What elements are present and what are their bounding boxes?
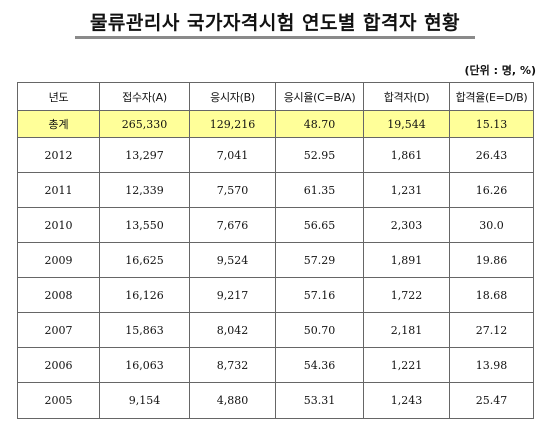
cell-examinees: 8,042	[189, 312, 276, 348]
table-row: 2007 15,863 8,042 50.70 2,181 27.12	[17, 312, 534, 348]
cell-applicants: 12,339	[99, 172, 190, 208]
cell-pass-rate: 18.68	[449, 277, 534, 313]
cell-pass-rate: 30.0	[449, 207, 534, 243]
cell-pass-rate: 25.47	[449, 382, 534, 419]
header-exam-rate: 응시율(C=B/A)	[275, 82, 364, 111]
cell-applicants: 15,863	[99, 312, 190, 348]
cell-examinees: 9,217	[189, 277, 276, 313]
cell-exam-rate: 48.70	[275, 110, 364, 138]
table-row: 2006 16,063 8,732 54.36 1,221 13.98	[17, 347, 534, 383]
cell-exam-rate: 61.35	[275, 172, 364, 208]
cell-exam-rate: 53.31	[275, 382, 364, 419]
cell-year: 2011	[17, 172, 100, 208]
table-header-row: 년도 접수자(A) 응시자(B) 응시율(C=B/A) 합격자(D) 합격율(E…	[17, 82, 534, 111]
cell-passers: 1,221	[363, 347, 450, 383]
table-row: 2011 12,339 7,570 61.35 1,231 16.26	[17, 172, 534, 208]
header-passers: 합격자(D)	[363, 82, 450, 111]
cell-year: 2009	[17, 242, 100, 278]
cell-applicants: 16,063	[99, 347, 190, 383]
cell-pass-rate: 26.43	[449, 137, 534, 173]
cell-pass-rate: 27.12	[449, 312, 534, 348]
cell-exam-rate: 57.16	[275, 277, 364, 313]
cell-year: 2006	[17, 347, 100, 383]
cell-passers: 2,303	[363, 207, 450, 243]
cell-exam-rate: 52.95	[275, 137, 364, 173]
table-row: 2008 16,126 9,217 57.16 1,722 18.68	[17, 277, 534, 313]
cell-year: 2007	[17, 312, 100, 348]
cell-examinees: 8,732	[189, 347, 276, 383]
cell-examinees: 7,570	[189, 172, 276, 208]
cell-year: 총계	[17, 110, 100, 138]
cell-examinees: 7,676	[189, 207, 276, 243]
cell-passers: 1,231	[363, 172, 450, 208]
cell-exam-rate: 54.36	[275, 347, 364, 383]
cell-passers: 2,181	[363, 312, 450, 348]
table-row: 2010 13,550 7,676 56.65 2,303 30.0	[17, 207, 534, 243]
cell-year: 2010	[17, 207, 100, 243]
table-row: 2012 13,297 7,041 52.95 1,861 26.43	[17, 137, 534, 173]
cell-passers: 1,243	[363, 382, 450, 419]
cell-applicants: 9,154	[99, 382, 190, 419]
pass-rate-table: 년도 접수자(A) 응시자(B) 응시율(C=B/A) 합격자(D) 합격율(E…	[17, 82, 534, 419]
cell-passers: 1,861	[363, 137, 450, 173]
header-applicants: 접수자(A)	[99, 82, 190, 111]
header-pass-rate: 합격율(E=D/B)	[449, 82, 534, 111]
page-title: 물류관리사 국가자격시험 연도별 합격자 현황	[89, 12, 461, 34]
cell-examinees: 7,041	[189, 137, 276, 173]
cell-pass-rate: 16.26	[449, 172, 534, 208]
title-underline	[75, 36, 475, 39]
cell-examinees: 4,880	[189, 382, 276, 419]
cell-passers: 1,891	[363, 242, 450, 278]
cell-examinees: 129,216	[189, 110, 276, 138]
table-row: 2009 16,625 9,524 57.29 1,891 19.86	[17, 242, 534, 278]
cell-applicants: 13,550	[99, 207, 190, 243]
table-row-total: 총계 265,330 129,216 48.70 19,544 15.13	[17, 110, 534, 138]
cell-pass-rate: 19.86	[449, 242, 534, 278]
cell-year: 2012	[17, 137, 100, 173]
header-examinees: 응시자(B)	[189, 82, 276, 111]
cell-year: 2005	[17, 382, 100, 419]
table-row: 2005 9,154 4,880 53.31 1,243 25.47	[17, 382, 534, 419]
cell-year: 2008	[17, 277, 100, 313]
cell-examinees: 9,524	[189, 242, 276, 278]
cell-exam-rate: 50.70	[275, 312, 364, 348]
cell-applicants: 16,126	[99, 277, 190, 313]
cell-exam-rate: 57.29	[275, 242, 364, 278]
cell-passers: 19,544	[363, 110, 450, 138]
cell-applicants: 13,297	[99, 137, 190, 173]
cell-exam-rate: 56.65	[275, 207, 364, 243]
unit-note: (단위 : 명, %)	[464, 64, 536, 77]
cell-passers: 1,722	[363, 277, 450, 313]
cell-applicants: 16,625	[99, 242, 190, 278]
header-year: 년도	[17, 82, 100, 111]
cell-pass-rate: 15.13	[449, 110, 534, 138]
cell-pass-rate: 13.98	[449, 347, 534, 383]
cell-applicants: 265,330	[99, 110, 190, 138]
